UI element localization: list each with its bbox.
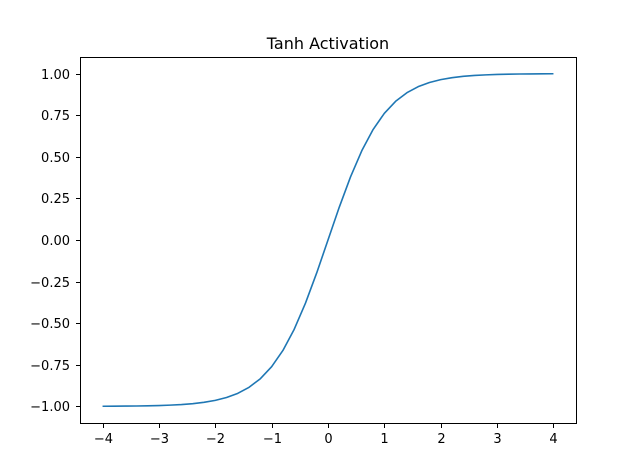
x-tick-label: 0 bbox=[324, 432, 332, 447]
chart-title: Tanh Activation bbox=[266, 34, 389, 53]
x-tick-label: 1 bbox=[380, 432, 388, 447]
x-tick-label: −3 bbox=[150, 432, 169, 447]
y-tick-label: −1.00 bbox=[30, 400, 70, 415]
x-tick-label: −1 bbox=[263, 432, 282, 447]
x-tick-label: 3 bbox=[493, 432, 501, 447]
y-tick-label: 0.25 bbox=[41, 192, 70, 207]
x-tick-label: −4 bbox=[94, 432, 113, 447]
y-tick-label: −0.50 bbox=[30, 317, 70, 332]
y-tick-label: 0.00 bbox=[41, 234, 70, 249]
y-tick-label: −0.75 bbox=[30, 359, 70, 374]
y-tick-label: 1.00 bbox=[41, 68, 70, 83]
x-tick-label: 2 bbox=[437, 432, 445, 447]
y-tick-label: −0.25 bbox=[30, 276, 70, 291]
x-tick-label: 4 bbox=[549, 432, 557, 447]
y-tick-label: 0.50 bbox=[41, 151, 70, 166]
x-tick-label: −2 bbox=[206, 432, 225, 447]
y-tick-label: 0.75 bbox=[41, 109, 70, 124]
